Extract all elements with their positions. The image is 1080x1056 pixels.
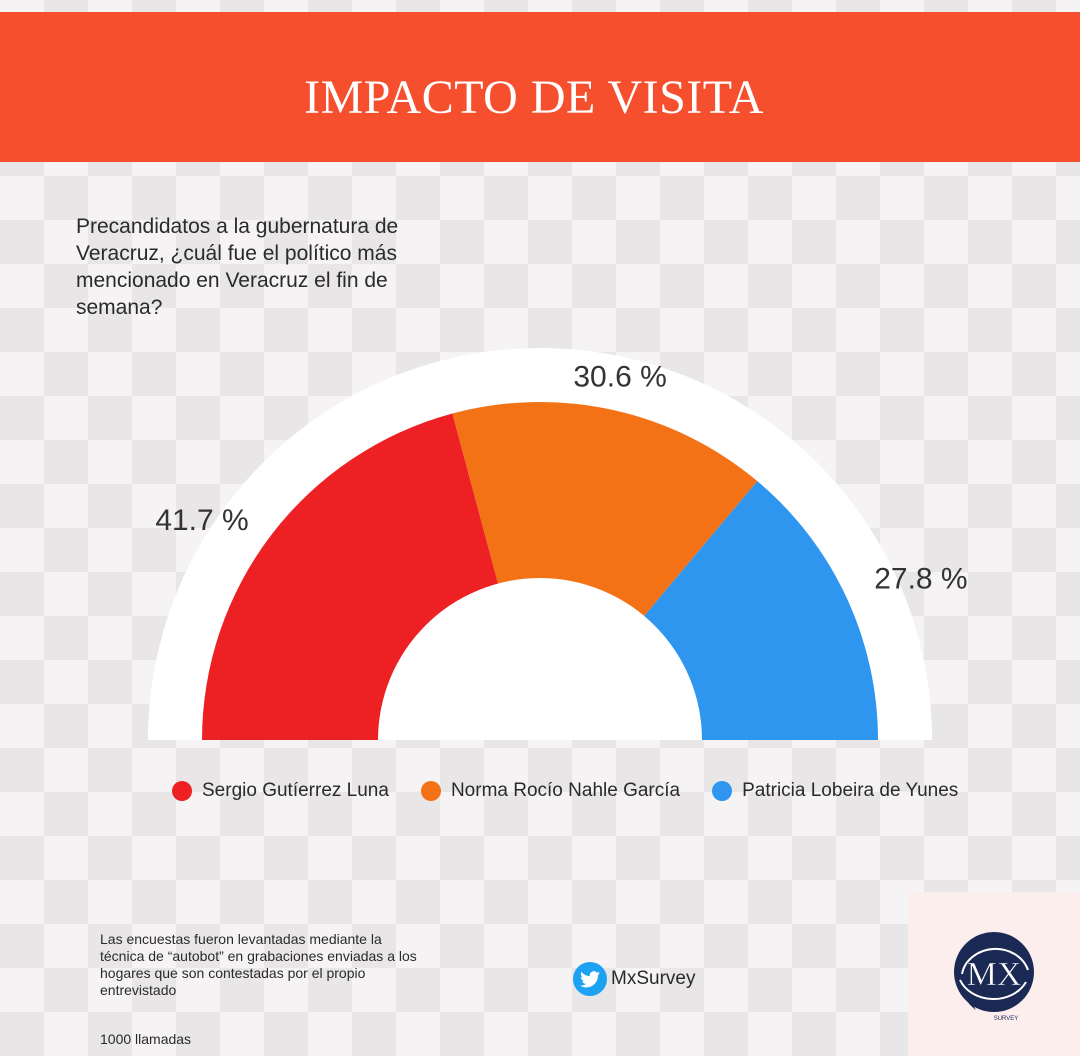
chart-legend: Sergio Gutíerrez Luna Norma Rocío Nahle … <box>172 780 990 802</box>
legend-item-patricia: Patricia Lobeira de Yunes <box>712 780 958 802</box>
data-label-2: 30.6 % <box>573 361 666 394</box>
legend-swatch <box>420 781 441 801</box>
legend-item-sergio: Sergio Gutíerrez Luna <box>172 780 389 802</box>
header-banner: IMPACTO DE VISITA <box>0 12 1080 162</box>
data-label-3: 27.8 % <box>874 563 967 596</box>
svg-text:MX: MX <box>967 956 1022 993</box>
mx-survey-logo: MX SURVEY <box>954 932 1034 1022</box>
twitter-handle-text: MxSurvey <box>611 968 696 989</box>
sample-size-note: 1000 llamadas <box>100 1031 192 1047</box>
data-label-1: 41.7 % <box>155 504 248 537</box>
svg-text:SURVEY: SURVEY <box>994 1016 1019 1022</box>
legend-item-norma: Norma Rocío Nahle García <box>420 780 681 802</box>
question-text: Precandidatos a la gubernatura de Veracr… <box>76 215 399 319</box>
page-title: IMPACTO DE VISITA <box>304 71 764 124</box>
legend-swatch <box>172 781 192 801</box>
twitter-bird-icon <box>573 962 607 996</box>
twitter-handle[interactable]: MxSurvey <box>573 962 695 996</box>
methodology-note: Las encuestas fueron levantadas mediante… <box>100 931 417 998</box>
legend-swatch <box>712 781 733 801</box>
chart-inner-hole <box>378 578 702 740</box>
legend-label: Sergio Gutíerrez Luna <box>202 780 389 801</box>
legend-label: Patricia Lobeira de Yunes <box>742 780 959 801</box>
legend-label: Norma Rocío Nahle García <box>450 780 681 801</box>
